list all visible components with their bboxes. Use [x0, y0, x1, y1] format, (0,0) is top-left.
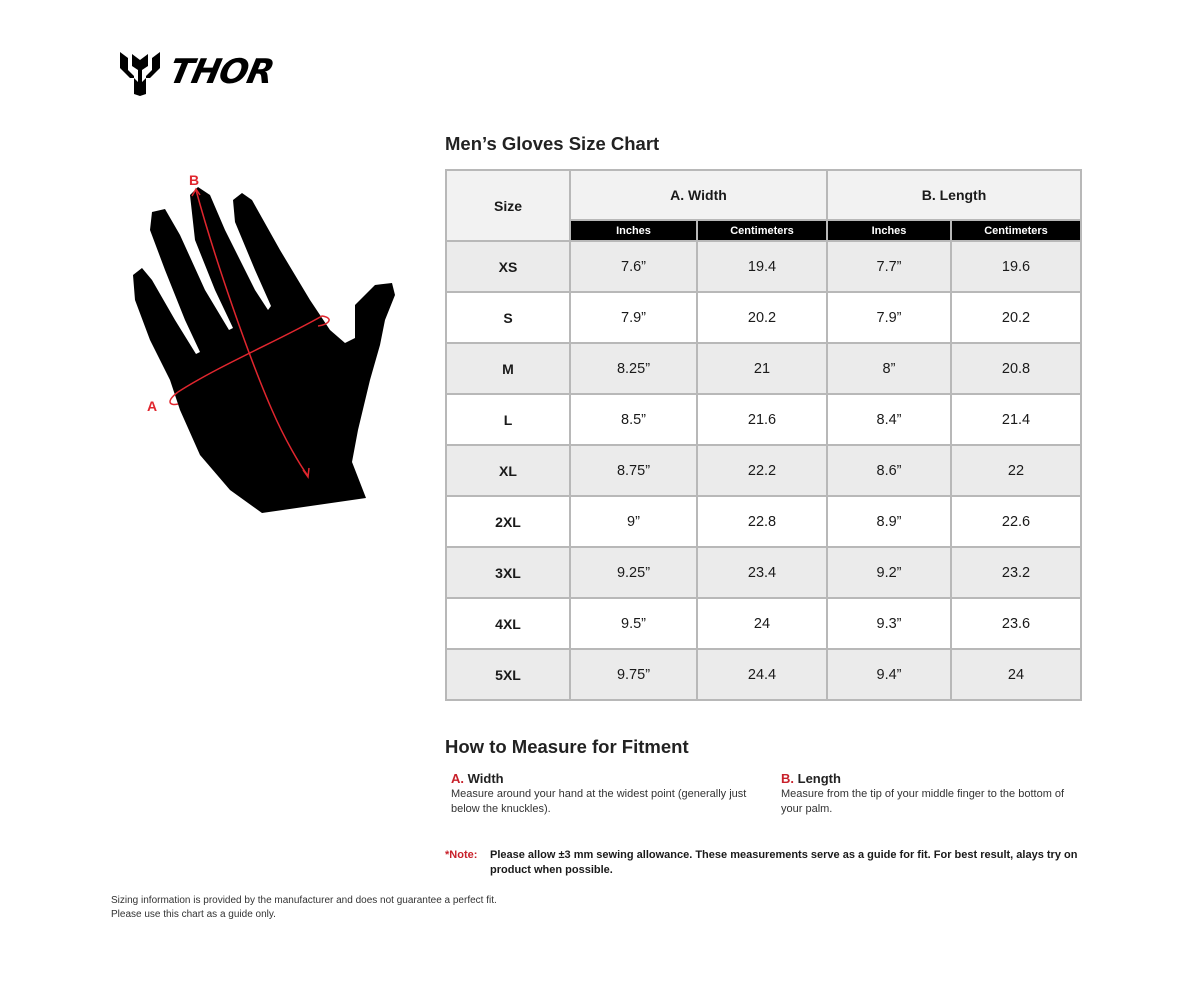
table-row: 5XL 9.75” 24.4 9.4” 24 — [445, 648, 1082, 701]
cell-size: 2XL — [445, 495, 571, 548]
cell-length-cm: 23.2 — [950, 546, 1082, 599]
note-label: *Note: — [445, 849, 478, 861]
cell-width-cm: 22.2 — [696, 444, 828, 497]
table-row: M 8.25” 21 8” 20.8 — [445, 342, 1082, 395]
cell-width-cm: 19.4 — [696, 240, 828, 293]
cell-length-inches: 8.4” — [826, 393, 952, 446]
width-letter: A. — [451, 771, 464, 786]
cell-size: 3XL — [445, 546, 571, 599]
table-row: 2XL 9” 22.8 8.9” 22.6 — [445, 495, 1082, 548]
cell-length-cm: 22 — [950, 444, 1082, 497]
cell-width-inches: 9.75” — [569, 648, 698, 701]
width-header: A. Width — [569, 169, 828, 221]
cell-width-inches: 9.25” — [569, 546, 698, 599]
cell-length-inches: 9.4” — [826, 648, 952, 701]
table-row: XL 8.75” 22.2 8.6” 22 — [445, 444, 1082, 497]
cell-width-cm: 21 — [696, 342, 828, 395]
subheader-inches: Inches — [569, 219, 698, 242]
measure-title: How to Measure for Fitment — [445, 736, 689, 757]
cell-length-cm: 22.6 — [950, 495, 1082, 548]
width-arrow — [177, 315, 330, 393]
width-text: Measure around your hand at the widest p… — [451, 788, 747, 815]
length-label: Length — [797, 771, 841, 786]
cell-length-inches: 7.7” — [826, 240, 952, 293]
cell-width-cm: 23.4 — [696, 546, 828, 599]
cell-length-cm: 19.6 — [950, 240, 1082, 293]
cell-length-cm: 20.2 — [950, 291, 1082, 344]
label-b: B — [189, 172, 199, 188]
cell-width-inches: 8.25” — [569, 342, 698, 395]
cell-width-cm: 22.8 — [696, 495, 828, 548]
cell-size: L — [445, 393, 571, 446]
note-text: Please allow ±3 mm sewing allowance. The… — [490, 849, 1078, 876]
width-label: Width — [467, 771, 504, 786]
cell-length-cm: 24 — [950, 648, 1082, 701]
logo-wordmark: THOR — [165, 52, 277, 92]
cell-length-inches: 8.9” — [826, 495, 952, 548]
cell-size: M — [445, 342, 571, 395]
cell-length-inches: 7.9” — [826, 291, 952, 344]
thor-logo: THOR — [118, 50, 298, 96]
cell-length-cm: 21.4 — [950, 393, 1082, 446]
size-chart-table: Size A. Width B. Length Inches Centimete… — [445, 169, 1082, 701]
length-letter: B. — [781, 771, 794, 786]
width-instructions: A. Width Measure around your hand at the… — [451, 771, 761, 817]
disclaimer-line: Sizing information is provided by the ma… — [111, 895, 497, 906]
cell-size: S — [445, 291, 571, 344]
cell-size: 4XL — [445, 597, 571, 650]
cell-length-inches: 8” — [826, 342, 952, 395]
table-row: S 7.9” 20.2 7.9” 20.2 — [445, 291, 1082, 344]
cell-width-cm: 21.6 — [696, 393, 828, 446]
cell-size: XL — [445, 444, 571, 497]
cell-width-inches: 9” — [569, 495, 698, 548]
cell-width-cm: 24.4 — [696, 648, 828, 701]
size-header: Size — [445, 169, 571, 242]
cell-width-inches: 7.6” — [569, 240, 698, 293]
cell-width-inches: 8.5” — [569, 393, 698, 446]
cell-length-inches: 9.3” — [826, 597, 952, 650]
label-a: A — [147, 398, 157, 414]
cell-width-cm: 24 — [696, 597, 828, 650]
disclaimer: Sizing information is provided by the ma… — [111, 894, 497, 922]
length-arrow — [195, 189, 309, 477]
cell-length-cm: 23.6 — [950, 597, 1082, 650]
table-row: 4XL 9.5” 24 9.3” 23.6 — [445, 597, 1082, 650]
table-row: L 8.5” 21.6 8.4” 21.4 — [445, 393, 1082, 446]
subheader-inches: Inches — [826, 219, 952, 242]
cell-length-inches: 8.6” — [826, 444, 952, 497]
cell-width-inches: 9.5” — [569, 597, 698, 650]
length-header: B. Length — [826, 169, 1082, 221]
cell-length-inches: 9.2” — [826, 546, 952, 599]
cell-size: XS — [445, 240, 571, 293]
note: *Note: Please allow ±3 mm sewing allowan… — [445, 848, 1085, 878]
thor-emblem-icon — [120, 52, 160, 96]
cell-size: 5XL — [445, 648, 571, 701]
hand-silhouette — [133, 187, 395, 513]
subheader-centimeters: Centimeters — [696, 219, 828, 242]
length-text: Measure from the tip of your middle fing… — [781, 788, 1065, 815]
cell-width-inches: 7.9” — [569, 291, 698, 344]
hand-measurement-diagram: B A — [133, 172, 395, 513]
cell-length-cm: 20.8 — [950, 342, 1082, 395]
cell-width-cm: 20.2 — [696, 291, 828, 344]
subheader-centimeters: Centimeters — [950, 219, 1082, 242]
cell-width-inches: 8.75” — [569, 444, 698, 497]
chart-title: Men’s Gloves Size Chart — [445, 133, 660, 154]
disclaimer-line: Please use this chart as a guide only. — [111, 909, 276, 920]
length-instructions: B. Length Measure from the tip of your m… — [781, 771, 1076, 817]
table-row: 3XL 9.25” 23.4 9.2” 23.2 — [445, 546, 1082, 599]
table-row: XS 7.6” 19.4 7.7” 19.6 — [445, 240, 1082, 293]
